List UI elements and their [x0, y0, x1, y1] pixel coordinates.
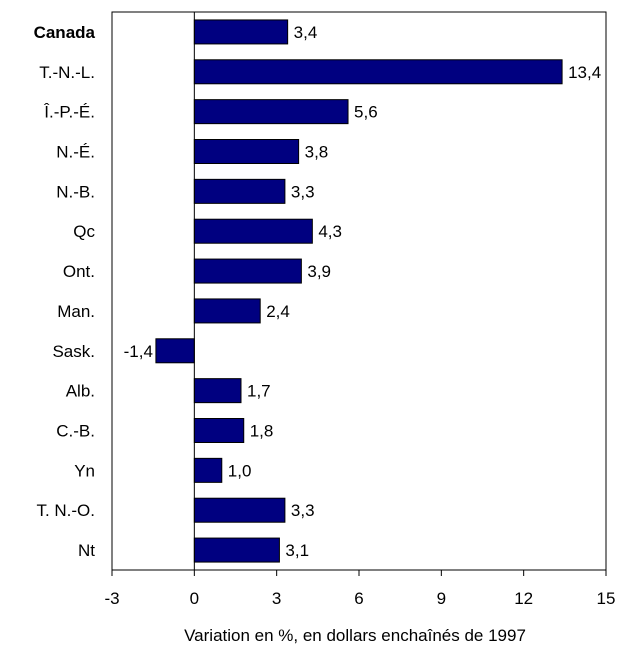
x-tick-label: -3: [104, 589, 119, 608]
category-label: Ont.: [63, 262, 95, 281]
x-tick-label: 9: [437, 589, 446, 608]
bar: [155, 338, 195, 364]
data-label: 1,8: [250, 422, 274, 441]
category-label: N.-B.: [56, 182, 95, 201]
data-label: 13,4: [568, 63, 601, 82]
data-label: 3,3: [291, 182, 315, 201]
category-labels: Canada T.-N.-L. Î.-P.-É. N.-É. N.-B. Qc Ont. Ma…: [34, 23, 96, 560]
category-label: C.-B.: [56, 422, 95, 441]
data-label: 3,1: [285, 541, 309, 560]
x-tick-labels: -3 0 3 6 9 12 15: [104, 589, 615, 608]
category-label: Alb.: [66, 382, 95, 401]
data-label: 3,4: [294, 23, 318, 42]
category-label: Sask.: [52, 342, 95, 361]
bar: [193, 378, 242, 404]
x-tick-label: 12: [514, 589, 533, 608]
x-tick-label: 0: [190, 589, 199, 608]
data-label: 5,6: [354, 103, 378, 122]
bar: [193, 298, 261, 324]
data-label: 4,3: [318, 222, 342, 241]
bars: [155, 19, 563, 563]
data-label: 2,4: [266, 302, 290, 321]
bar: [193, 457, 223, 483]
category-label: Yn: [74, 461, 95, 480]
category-label: Î.-P.-É.: [43, 103, 95, 122]
data-label: -1,4: [124, 342, 153, 361]
plot-frame: [111, 11, 607, 571]
bar: [193, 537, 280, 563]
data-label: 3,3: [291, 501, 315, 520]
category-label: T.-N.-L.: [39, 63, 95, 82]
bar: [193, 178, 286, 204]
category-label: N.-É.: [56, 143, 95, 162]
bar: [193, 99, 349, 125]
bar: [193, 59, 563, 85]
x-tick-label: 3: [272, 589, 281, 608]
axes: [111, 11, 607, 571]
bar: [193, 418, 245, 443]
data-labels: 3,4 13,4 5,6 3,8 3,3 4,3 3,9 2,4 -1,4 1,7 1,8 1,0 3,…: [124, 23, 602, 560]
category-label: Canada: [34, 23, 96, 42]
bar: [193, 218, 313, 244]
category-label: Qc: [73, 222, 95, 241]
data-label: 1,7: [247, 382, 271, 401]
category-label: Nt: [78, 541, 95, 560]
category-label: T. N.-O.: [36, 501, 95, 520]
x-ticks: [111, 570, 607, 576]
x-tick-label: 6: [354, 589, 363, 608]
category-label: Man.: [57, 302, 95, 321]
data-label: 3,8: [305, 143, 329, 162]
x-tick-label: 15: [597, 589, 616, 608]
x-axis-title: Variation en %, en dollars enchaînés de …: [184, 626, 526, 645]
bar: [193, 19, 289, 45]
bar: [193, 497, 286, 523]
bar: [193, 258, 302, 284]
bar: [193, 139, 300, 164]
data-label: 1,0: [228, 461, 252, 480]
data-label: 3,9: [307, 262, 331, 281]
